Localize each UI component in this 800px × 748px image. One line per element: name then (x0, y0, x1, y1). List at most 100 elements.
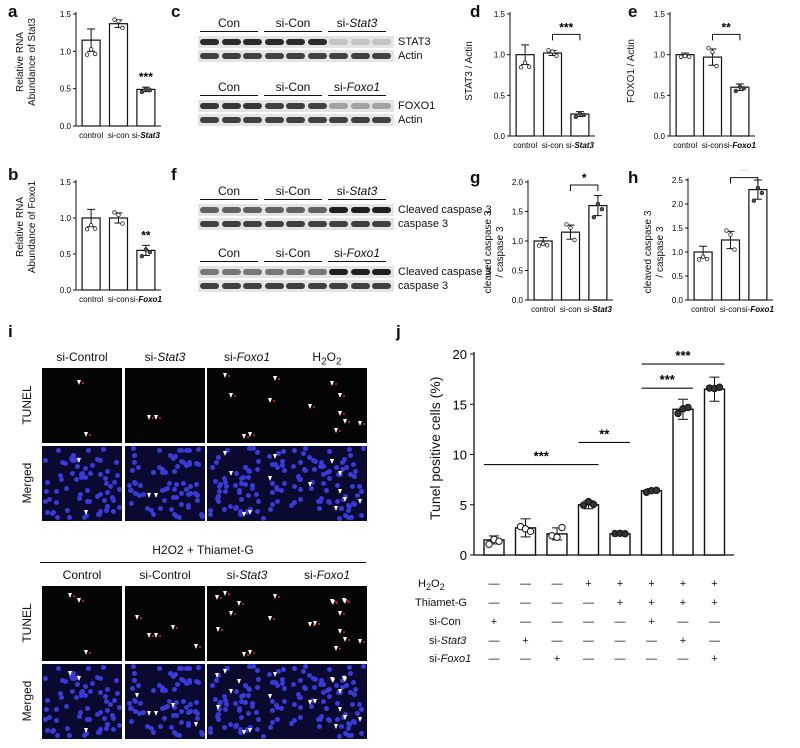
nucleus (194, 700, 200, 706)
data-point (715, 383, 724, 391)
nucleus (348, 471, 354, 477)
condition-symbol: — (583, 597, 594, 609)
nucleus (355, 711, 361, 717)
y-tick-label: 0.0 (672, 296, 684, 305)
nucleus (341, 457, 347, 463)
bar (570, 113, 590, 137)
nucleus (359, 512, 365, 518)
blot-band (286, 283, 305, 289)
nucleus (272, 680, 278, 686)
nucleus (59, 695, 65, 701)
nucleus (44, 489, 50, 495)
nucleus (150, 687, 156, 693)
nucleus (339, 506, 345, 512)
tunel-dot (272, 618, 275, 621)
nucleus (359, 730, 365, 736)
nucleus (349, 514, 355, 520)
nucleus (89, 462, 95, 468)
nucleus (97, 689, 103, 695)
blot-band (286, 221, 305, 227)
merged-arrow (343, 676, 348, 682)
condition-symbol: — (551, 597, 563, 609)
nucleus (59, 460, 65, 466)
f-bot-group-label: si-Foxo1 (333, 246, 381, 260)
nucleus (70, 455, 76, 461)
tunel-arrow (330, 599, 335, 605)
nucleus (215, 454, 221, 460)
nucleus (70, 470, 76, 476)
i-bot-column-title: si-Stat3 (226, 568, 268, 582)
nucleus (177, 515, 183, 521)
bar (533, 240, 553, 301)
y-tick-label: 1.0 (672, 248, 684, 257)
nucleus (279, 705, 285, 711)
f-top-blot-strip (198, 204, 394, 216)
blot-band (243, 221, 262, 227)
nucleus (74, 463, 80, 469)
f-bot-band-label: caspase 3 (398, 280, 449, 292)
nucleus (131, 459, 137, 465)
nucleus (290, 682, 296, 688)
significance-label: *** (675, 348, 691, 363)
data-point (591, 214, 597, 220)
nucleus (81, 514, 87, 520)
condition-label: H2O2 (418, 578, 445, 592)
nucleus (348, 453, 354, 459)
i-bot-merged-image (207, 664, 287, 739)
nucleus (334, 716, 340, 722)
nucleus (130, 467, 136, 473)
nucleus (186, 709, 192, 715)
nucleus (213, 460, 219, 466)
nucleus (137, 710, 143, 716)
merged-arrow (330, 677, 335, 683)
blot-band (200, 103, 219, 109)
x-tick-label: si-Foxo1 (742, 305, 775, 314)
nucleus (57, 472, 63, 478)
nucleus (333, 682, 339, 688)
tunel-dot (233, 612, 236, 615)
bar (640, 489, 663, 556)
c-top-group-underline (264, 31, 322, 32)
data-point (147, 88, 153, 93)
nucleus (274, 705, 280, 711)
nucleus (267, 454, 273, 460)
y-tick-label: 2.0 (672, 200, 684, 209)
nucleus (243, 481, 249, 487)
merged-arrow (273, 453, 278, 459)
nucleus (116, 722, 122, 728)
blot-band (221, 103, 241, 109)
nucleus (246, 711, 252, 717)
nucleus (228, 722, 234, 728)
tunel-dot (343, 412, 346, 415)
nucleus (98, 710, 104, 716)
blot-band (372, 103, 391, 109)
blot-band (286, 103, 305, 109)
nucleus (295, 691, 301, 697)
nucleus (130, 685, 136, 691)
data-point (112, 210, 117, 215)
y-tick-label: 1.0 (494, 51, 506, 60)
nucleus (326, 475, 332, 481)
nucleus (172, 469, 178, 475)
blot-band (350, 117, 370, 123)
nucleus (186, 505, 192, 511)
data-point (116, 212, 121, 218)
f-bot-group-underline (264, 261, 322, 262)
merged-arrow (267, 694, 272, 700)
nucleus (110, 713, 116, 719)
data-point (704, 256, 710, 262)
blot-band (350, 221, 370, 227)
data-point (621, 530, 629, 538)
merged-arrow (154, 710, 159, 716)
nucleus (318, 678, 324, 684)
condition-symbol: + (679, 578, 687, 590)
nucleus (169, 724, 175, 730)
tunel-arrow (247, 649, 252, 655)
nucleus (199, 511, 205, 517)
nucleus (102, 715, 108, 721)
c-bot-group-underline (328, 95, 386, 96)
nucleus (105, 504, 111, 510)
y-tick-label: 0.5 (60, 250, 72, 259)
nucleus (162, 497, 168, 503)
blot-band (350, 269, 370, 275)
